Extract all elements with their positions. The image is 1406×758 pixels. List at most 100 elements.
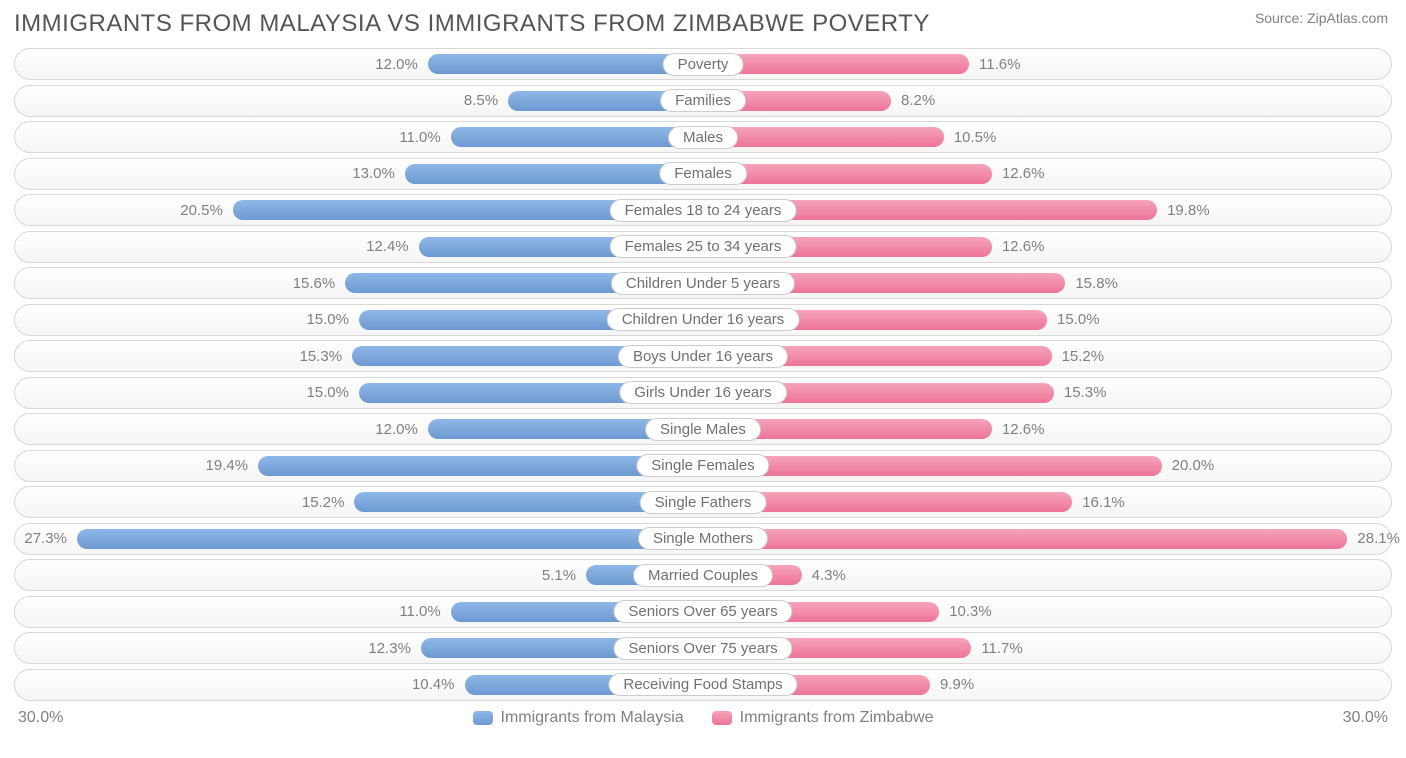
row-left-half: 13.0% [15, 159, 703, 189]
value-left: 13.0% [352, 165, 395, 182]
row-left-half: 15.6% [15, 268, 703, 298]
bar-left [77, 529, 703, 549]
category-label: Married Couples [633, 564, 773, 587]
chart-header: IMMIGRANTS FROM MALAYSIA VS IMMIGRANTS F… [0, 0, 1406, 42]
legend-item-right: Immigrants from Zimbabwe [712, 709, 934, 727]
source-prefix: Source: [1255, 10, 1307, 26]
data-row: 27.3% 28.1%Single Mothers [14, 523, 1392, 555]
row-left-half: 12.0% [15, 49, 703, 79]
value-left: 15.0% [306, 311, 349, 328]
data-row: 11.0% 10.5% Males [14, 121, 1392, 153]
row-right-half: 15.0% [703, 305, 1391, 335]
data-row: 15.2%16.1%Single Fathers [14, 486, 1392, 518]
category-label: Receiving Food Stamps [608, 673, 797, 696]
data-row: 15.0% 15.3% Girls Under 16 years [14, 377, 1392, 409]
category-label: Females 25 to 34 years [610, 235, 797, 258]
category-label: Seniors Over 65 years [613, 600, 792, 623]
category-label: Girls Under 16 years [619, 381, 787, 404]
row-right-half: 8.2% [703, 86, 1391, 116]
data-row: 11.0% 10.3% Seniors Over 65 years [14, 596, 1392, 628]
value-right: 28.1% [1357, 530, 1400, 547]
row-right-half: 12.6% [703, 414, 1391, 444]
data-row: 19.4%20.0%Single Females [14, 450, 1392, 482]
legend-item-left: Immigrants from Malaysia [473, 709, 684, 727]
bar-right [703, 456, 1162, 476]
data-row: 10.4% 9.9% Receiving Food Stamps [14, 669, 1392, 701]
data-row: 15.6% 15.8% Children Under 5 years [14, 267, 1392, 299]
data-row: 12.0%12.6%Single Males [14, 413, 1392, 445]
category-label: Seniors Over 75 years [613, 637, 792, 660]
chart-title: IMMIGRANTS FROM MALAYSIA VS IMMIGRANTS F… [14, 10, 930, 38]
legend: Immigrants from Malaysia Immigrants from… [473, 709, 934, 727]
value-left: 27.3% [24, 530, 67, 547]
category-label: Single Fathers [640, 491, 767, 514]
row-right-half: 11.6% [703, 49, 1391, 79]
data-row: 12.4% 12.6% Females 25 to 34 years [14, 231, 1392, 263]
row-left-half: 10.4% [15, 670, 703, 700]
value-right: 11.6% [979, 56, 1020, 73]
chart-footer: 30.0% Immigrants from Malaysia Immigrant… [0, 705, 1406, 727]
value-right: 20.0% [1172, 457, 1215, 474]
source-name: ZipAtlas.com [1307, 10, 1388, 26]
value-right: 10.5% [954, 129, 997, 146]
row-right-half: 4.3% [703, 560, 1391, 590]
value-right: 19.8% [1167, 202, 1210, 219]
chart-body: 12.0%11.6%Poverty8.5%8.2%Families11.0%10… [0, 42, 1406, 701]
value-left: 12.3% [368, 640, 411, 657]
value-left: 12.0% [375, 56, 418, 73]
row-right-half: 15.3% [703, 378, 1391, 408]
value-left: 8.5% [464, 92, 498, 109]
row-left-half: 11.0% [15, 122, 703, 152]
row-right-half: 10.5% [703, 122, 1391, 152]
value-left: 5.1% [542, 567, 576, 584]
row-left-half: 15.0% [15, 305, 703, 335]
value-left: 11.0% [399, 603, 440, 620]
legend-swatch-left [473, 711, 493, 725]
row-left-half: 11.0% [15, 597, 703, 627]
data-row: 13.0% 12.6% Females [14, 158, 1392, 190]
axis-max-left: 30.0% [18, 709, 63, 727]
row-right-half: 12.6% [703, 159, 1391, 189]
category-label: Females [659, 162, 747, 185]
category-label: Females 18 to 24 years [610, 199, 797, 222]
row-left-half: 8.5% [15, 86, 703, 116]
category-label: Children Under 5 years [611, 272, 795, 295]
category-label: Single Mothers [638, 527, 768, 550]
row-right-half: 11.7% [703, 633, 1391, 663]
category-label: Boys Under 16 years [618, 345, 788, 368]
row-left-half: 5.1% [15, 560, 703, 590]
value-right: 15.8% [1075, 275, 1118, 292]
row-left-half: 15.3% [15, 341, 703, 371]
value-right: 4.3% [812, 567, 846, 584]
value-left: 15.0% [306, 384, 349, 401]
bar-left [451, 127, 703, 147]
value-right: 9.9% [940, 676, 974, 693]
row-right-half: 28.1% [703, 524, 1391, 554]
row-right-half: 16.1% [703, 487, 1391, 517]
row-left-half: 19.4% [15, 451, 703, 481]
value-right: 15.0% [1057, 311, 1100, 328]
category-label: Families [660, 89, 746, 112]
value-left: 11.0% [399, 129, 440, 146]
axis-max-right: 30.0% [1343, 709, 1388, 727]
row-left-half: 12.4% [15, 232, 703, 262]
legend-label-right: Immigrants from Zimbabwe [740, 709, 934, 727]
value-right: 12.6% [1002, 238, 1045, 255]
value-right: 8.2% [901, 92, 935, 109]
value-right: 15.2% [1062, 348, 1105, 365]
row-right-half: 15.8% [703, 268, 1391, 298]
row-left-half: 27.3% [15, 524, 703, 554]
bar-right [703, 529, 1347, 549]
value-left: 10.4% [412, 676, 455, 693]
value-right: 16.1% [1082, 494, 1125, 511]
category-label: Males [668, 126, 738, 149]
value-right: 15.3% [1064, 384, 1107, 401]
value-right: 10.3% [949, 603, 992, 620]
row-right-half: 9.9% [703, 670, 1391, 700]
value-left: 12.4% [366, 238, 409, 255]
value-left: 15.3% [300, 348, 343, 365]
value-left: 20.5% [180, 202, 223, 219]
data-row: 12.3% 11.7%Seniors Over 75 years [14, 632, 1392, 664]
value-right: 12.6% [1002, 165, 1045, 182]
bar-right [703, 127, 944, 147]
